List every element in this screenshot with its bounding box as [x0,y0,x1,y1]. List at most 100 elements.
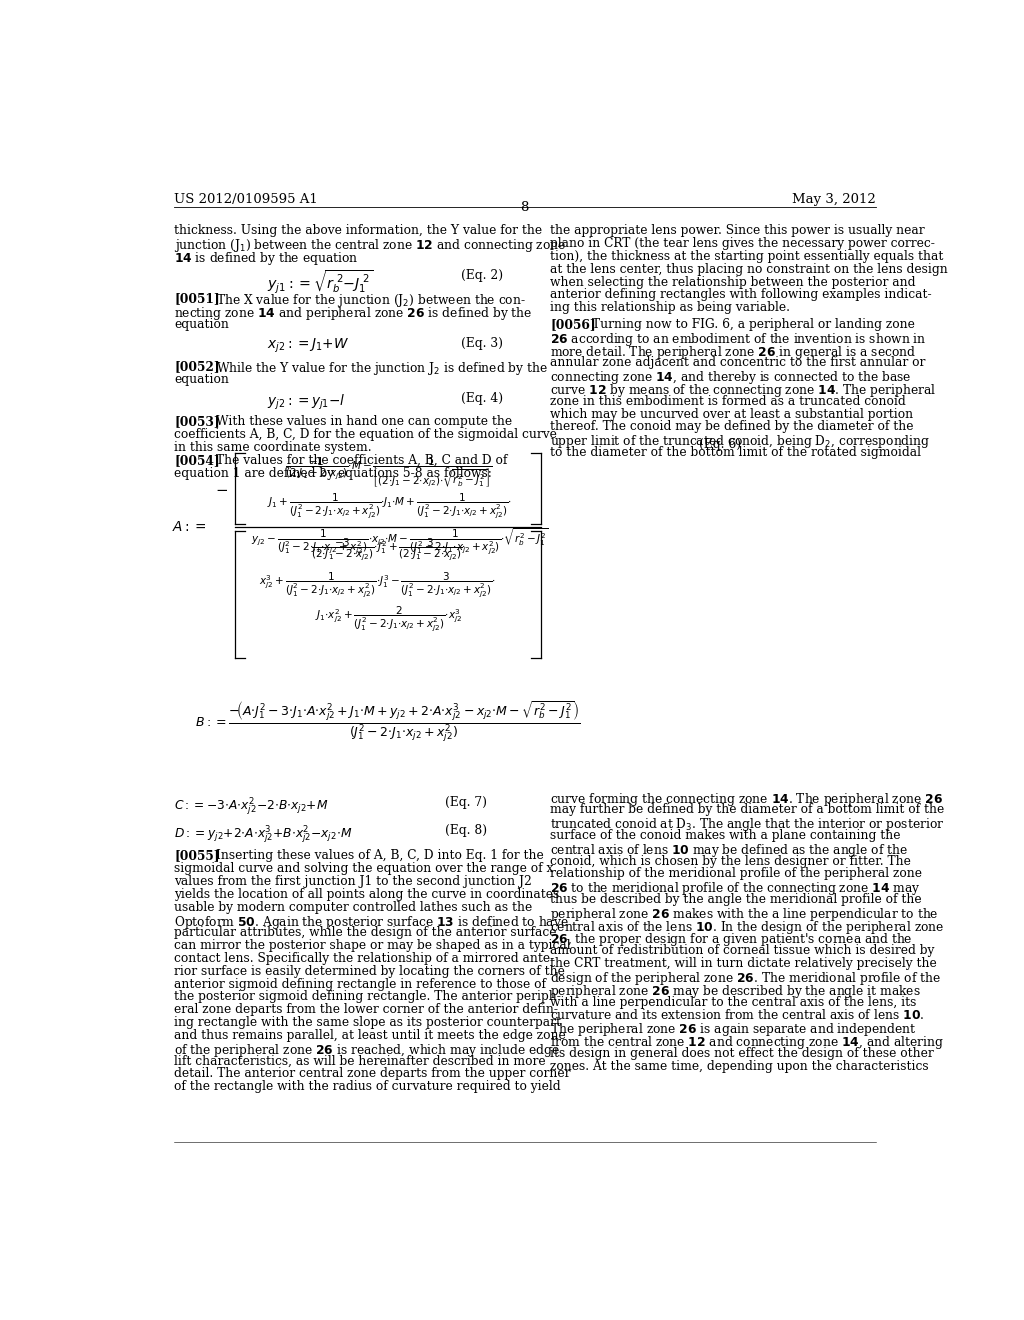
Text: annular zone adjacent and concentric to the first annular or: annular zone adjacent and concentric to … [550,356,926,370]
Text: anterior defining rectangles with following examples indicat-: anterior defining rectangles with follow… [550,289,932,301]
Text: $J_1+\dfrac{1}{(J_1^2-2{\cdot}J_1{\cdot}x_{j2}+x_{j2}^2)}{\cdot}J_1{\cdot}M+\dfr: $J_1+\dfrac{1}{(J_1^2-2{\cdot}J_1{\cdot}… [267,492,512,520]
Text: $\mathbf{26}$ to the meridional profile of the connecting zone $\mathbf{14}$ may: $\mathbf{26}$ to the meridional profile … [550,880,921,898]
Text: [0053]: [0053] [174,416,220,428]
Text: (Eq. 6): (Eq. 6) [699,438,741,451]
Text: truncated conoid at D$_3$. The angle that the interior or posterior: truncated conoid at D$_3$. The angle tha… [550,816,944,833]
Text: ing rectangle with the same slope as its posterior counterpart: ing rectangle with the same slope as its… [174,1016,561,1030]
Text: of the peripheral zone $\mathbf{26}$ is reached, which may include edge: of the peripheral zone $\mathbf{26}$ is … [174,1041,560,1059]
Text: While the Y value for the junction J$_2$ is defined by the: While the Y value for the junction J$_2$… [216,360,548,378]
Text: $A :=$: $A :=$ [172,520,206,535]
Text: thus be described by the angle the meridional profile of the: thus be described by the angle the merid… [550,894,922,906]
Text: (Eq. 2): (Eq. 2) [461,269,504,282]
Text: zone in this embodiment is formed as a truncated conoid: zone in this embodiment is formed as a t… [550,395,906,408]
Text: $x_{j2}^3+\dfrac{1}{(J_1^2-2{\cdot}J_1{\cdot}x_{j2}+x_{j2}^2)}{\cdot}J_1^3-\dfra: $x_{j2}^3+\dfrac{1}{(J_1^2-2{\cdot}J_1{\… [259,570,496,599]
Text: and thus remains parallel, at least until it meets the edge zone: and thus remains parallel, at least unti… [174,1028,566,1041]
Text: equation 1 are defined by equations 5-8 as follows:: equation 1 are defined by equations 5-8 … [174,466,492,479]
Text: in this same coordinate system.: in this same coordinate system. [174,441,372,454]
Text: zones. At the same time, depending upon the characteristics: zones. At the same time, depending upon … [550,1060,929,1073]
Text: when selecting the relationship between the posterior and: when selecting the relationship between … [550,276,915,289]
Text: equation: equation [174,374,229,385]
Text: thickness. Using the above information, the Y value for the: thickness. Using the above information, … [174,224,542,238]
Text: with a line perpendicular to the central axis of the lens, its: with a line perpendicular to the central… [550,995,916,1008]
Text: $\mathbf{14}$ is defined by the equation: $\mathbf{14}$ is defined by the equation [174,249,358,267]
Text: [0051]: [0051] [174,292,220,305]
Text: thereof. The conoid may be defined by the diameter of the: thereof. The conoid may be defined by th… [550,420,913,433]
Text: US 2012/0109595 A1: US 2012/0109595 A1 [174,194,317,206]
Text: necting zone $\mathbf{14}$ and peripheral zone $\mathbf{26}$ is defined by the: necting zone $\mathbf{14}$ and periphera… [174,305,532,322]
Text: curvature and its extension from the central axis of lens $\mathbf{10}$.: curvature and its extension from the cen… [550,1008,925,1022]
Text: sigmoidal curve and solving the equation over the range of x: sigmoidal curve and solving the equation… [174,862,553,875]
Text: conoid, which is chosen by the lens designer or fitter. The: conoid, which is chosen by the lens desi… [550,854,911,867]
Text: surface of the conoid makes with a plane containing the: surface of the conoid makes with a plane… [550,829,901,842]
Text: more detail. The peripheral zone $\mathbf{26}$ in general is a second: more detail. The peripheral zone $\mathb… [550,343,916,360]
Text: junction (J$_1$) between the central zone $\mathbf{12}$ and connecting zone: junction (J$_1$) between the central zon… [174,238,566,255]
Text: $\mathbf{26}$ according to an embodiment of the invention is shown in: $\mathbf{26}$ according to an embodiment… [550,331,927,347]
Text: detail. The anterior central zone departs from the upper corner: detail. The anterior central zone depart… [174,1067,570,1080]
Text: the appropriate lens power. Since this power is usually near: the appropriate lens power. Since this p… [550,224,925,238]
Text: relationship of the meridional profile of the peripheral zone: relationship of the meridional profile o… [550,867,923,880]
Text: Inserting these values of A, B, C, D into Eq. 1 for the: Inserting these values of A, B, C, D int… [216,850,544,862]
Text: (Eq. 3): (Eq. 3) [461,337,504,350]
Text: from the central zone $\mathbf{12}$ and connecting zone $\mathbf{14}$, and alter: from the central zone $\mathbf{12}$ and … [550,1034,944,1051]
Text: particular attributes, while the design of the anterior surface: particular attributes, while the design … [174,927,556,940]
Text: usable by modern computer controlled lathes such as the: usable by modern computer controlled lat… [174,900,532,913]
Text: can mirror the posterior shape or may be shaped as in a typical: can mirror the posterior shape or may be… [174,939,570,952]
Text: equation: equation [174,318,229,331]
Text: [0055]: [0055] [174,850,219,862]
Text: values from the first junction J1 to the second junction J2: values from the first junction J1 to the… [174,875,531,888]
Text: yields the location of all points along the curve in coordinates: yields the location of all points along … [174,888,559,900]
Text: $C{:=}{-3{\cdot}A{\cdot}x_{j2}^2{-}2{\cdot}B{\cdot}x_{j2}{+}M}$: $C{:=}{-3{\cdot}A{\cdot}x_{j2}^2{-}2{\cd… [174,796,329,818]
Text: at the lens center, thus placing no constraint on the lens design: at the lens center, thus placing no cons… [550,263,948,276]
Text: lift characteristics, as will be hereinafter described in more: lift characteristics, as will be hereina… [174,1055,546,1068]
Text: peripheral zone $\mathbf{26}$ may be described by the angle it makes: peripheral zone $\mathbf{26}$ may be des… [550,982,921,999]
Text: connecting zone $\mathbf{14}$, and thereby is connected to the base: connecting zone $\mathbf{14}$, and there… [550,370,911,387]
Text: The peripheral zone $\mathbf{26}$ is again separate and independent: The peripheral zone $\mathbf{26}$ is aga… [550,1022,916,1038]
Text: The values for the coefficients A, B, C and D of: The values for the coefficients A, B, C … [216,454,508,467]
Text: Turning now to FIG. 6, a peripheral or landing zone: Turning now to FIG. 6, a peripheral or l… [592,318,915,331]
Text: $D{:=}y_{j2}{+}2{\cdot}A{\cdot}x_{j2}^3{+}B{\cdot}x_{j2}^2{-}x_{j2}{\cdot}M$: $D{:=}y_{j2}{+}2{\cdot}A{\cdot}x_{j2}^3{… [174,824,352,846]
Text: the CRT treatment, will in turn dictate relatively precisely the: the CRT treatment, will in turn dictate … [550,957,937,970]
Text: plano in CRT (the tear lens gives the necessary power correc-: plano in CRT (the tear lens gives the ne… [550,238,935,251]
Text: peripheral zone $\mathbf{26}$ makes with the a line perpendicular to the: peripheral zone $\mathbf{26}$ makes with… [550,906,939,923]
Text: upper limit of the truncated conoid, being D$_2$, corresponding: upper limit of the truncated conoid, bei… [550,433,931,450]
Text: central axis of lens $\mathbf{10}$ may be defined as the angle of the: central axis of lens $\mathbf{10}$ may b… [550,842,908,859]
Text: design of the peripheral zone $\mathbf{26}$. The meridional profile of the: design of the peripheral zone $\mathbf{2… [550,970,941,987]
Text: $\dfrac{-1}{(2{\cdot}J_1-2{\cdot}x_{j2})}{\cdot}M-\dfrac{1}{\left[(2{\cdot}J_1-2: $\dfrac{-1}{(2{\cdot}J_1-2{\cdot}x_{j2})… [285,455,492,488]
Text: rior surface is easily determined by locating the corners of the: rior surface is easily determined by loc… [174,965,565,978]
Text: Optoform $\mathbf{50}$. Again the posterior surface $\mathbf{13}$ is defined to : Optoform $\mathbf{50}$. Again the poster… [174,913,568,931]
Text: [0054]: [0054] [174,454,220,467]
Text: The X value for the junction (J$_2$) between the con-: The X value for the junction (J$_2$) bet… [216,292,526,309]
Text: eral zone departs from the lower corner of the anterior defin-: eral zone departs from the lower corner … [174,1003,558,1016]
Text: amount of redistribution of corneal tissue which is desired by: amount of redistribution of corneal tiss… [550,944,935,957]
Text: $J_1{\cdot}x_{j2}^2+\dfrac{2}{(J_1^2-2{\cdot}J_1{\cdot}x_{j2}+x_{j2}^2)}{\cdot}x: $J_1{\cdot}x_{j2}^2+\dfrac{2}{(J_1^2-2{\… [314,605,462,634]
Text: $y_{j2}{:=}y_{j1}{-}l$: $y_{j2}{:=}y_{j1}{-}l$ [267,392,345,412]
Text: curve $\mathbf{12}$ by means of the connecting zone $\mathbf{14}$. The periphera: curve $\mathbf{12}$ by means of the conn… [550,381,937,399]
Text: may further be defined by the diameter of a bottom limit of the: may further be defined by the diameter o… [550,804,944,816]
Text: $-$: $-$ [215,482,228,496]
Text: (Eq. 7): (Eq. 7) [445,796,487,809]
Text: 8: 8 [520,201,529,214]
Text: of the rectangle with the radius of curvature required to yield: of the rectangle with the radius of curv… [174,1080,561,1093]
Text: to the diameter of the bottom limit of the rotated sigmoidal: to the diameter of the bottom limit of t… [550,446,922,459]
Text: anterior sigmoid defining rectangle in reference to those of: anterior sigmoid defining rectangle in r… [174,978,546,990]
Text: which may be uncurved over at least a substantial portion: which may be uncurved over at least a su… [550,408,913,421]
Text: $y_{j1}{:=}\sqrt{r_{b}^{\;2}{-}J_{1}^{\;2}}$: $y_{j1}{:=}\sqrt{r_{b}^{\;2}{-}J_{1}^{\;… [267,269,373,297]
Text: $y_{j2}-\dfrac{1}{(J_1^2-2{\cdot}J_1{\cdot}x_{j2}+x_{j2}^2)}{\cdot}x_{j2}{\cdot}: $y_{j2}-\dfrac{1}{(J_1^2-2{\cdot}J_1{\cd… [251,527,549,557]
Text: May 3, 2012: May 3, 2012 [792,194,876,206]
Text: With these values in hand one can compute the: With these values in hand one can comput… [216,416,512,428]
Text: central axis of the lens $\mathbf{10}$. In the design of the peripheral zone: central axis of the lens $\mathbf{10}$. … [550,919,945,936]
Text: $\dfrac{-3}{(2{\cdot}J_1-2{\cdot}x_{j2})}{\cdot}J_1^2+\dfrac{3}{(2{\cdot}J_1-2{\: $\dfrac{-3}{(2{\cdot}J_1-2{\cdot}x_{j2})… [311,536,466,562]
Text: contact lens. Specifically the relationship of a mirrored ante-: contact lens. Specifically the relations… [174,952,554,965]
Text: $x_{j2}{:=}J_{1}{+}W$: $x_{j2}{:=}J_{1}{+}W$ [267,337,349,355]
Text: $B:=\dfrac{-\!\left(A{\cdot}J_1^2-3{\cdot}J_1{\cdot}A{\cdot}x_{j2}^2+J_1{\cdot}M: $B:=\dfrac{-\!\left(A{\cdot}J_1^2-3{\cdo… [196,700,581,743]
Text: curve forming the connecting zone $\mathbf{14}$. The peripheral zone $\mathbf{26: curve forming the connecting zone $\math… [550,791,943,808]
Text: its design in general does not effect the design of these other: its design in general does not effect th… [550,1047,934,1060]
Text: tion), the thickness at the starting point essentially equals that: tion), the thickness at the starting poi… [550,249,943,263]
Text: [0056]: [0056] [550,318,596,331]
Text: $\mathbf{26}$, the proper design for a given patient's cornea and the: $\mathbf{26}$, the proper design for a g… [550,932,912,949]
Text: (Eq. 8): (Eq. 8) [445,824,487,837]
Text: coefficients A, B, C, D for the equation of the sigmoidal curve: coefficients A, B, C, D for the equation… [174,428,557,441]
Text: the posterior sigmoid defining rectangle. The anterior periph-: the posterior sigmoid defining rectangle… [174,990,561,1003]
Text: (Eq. 4): (Eq. 4) [461,392,504,405]
Text: [0052]: [0052] [174,360,220,374]
